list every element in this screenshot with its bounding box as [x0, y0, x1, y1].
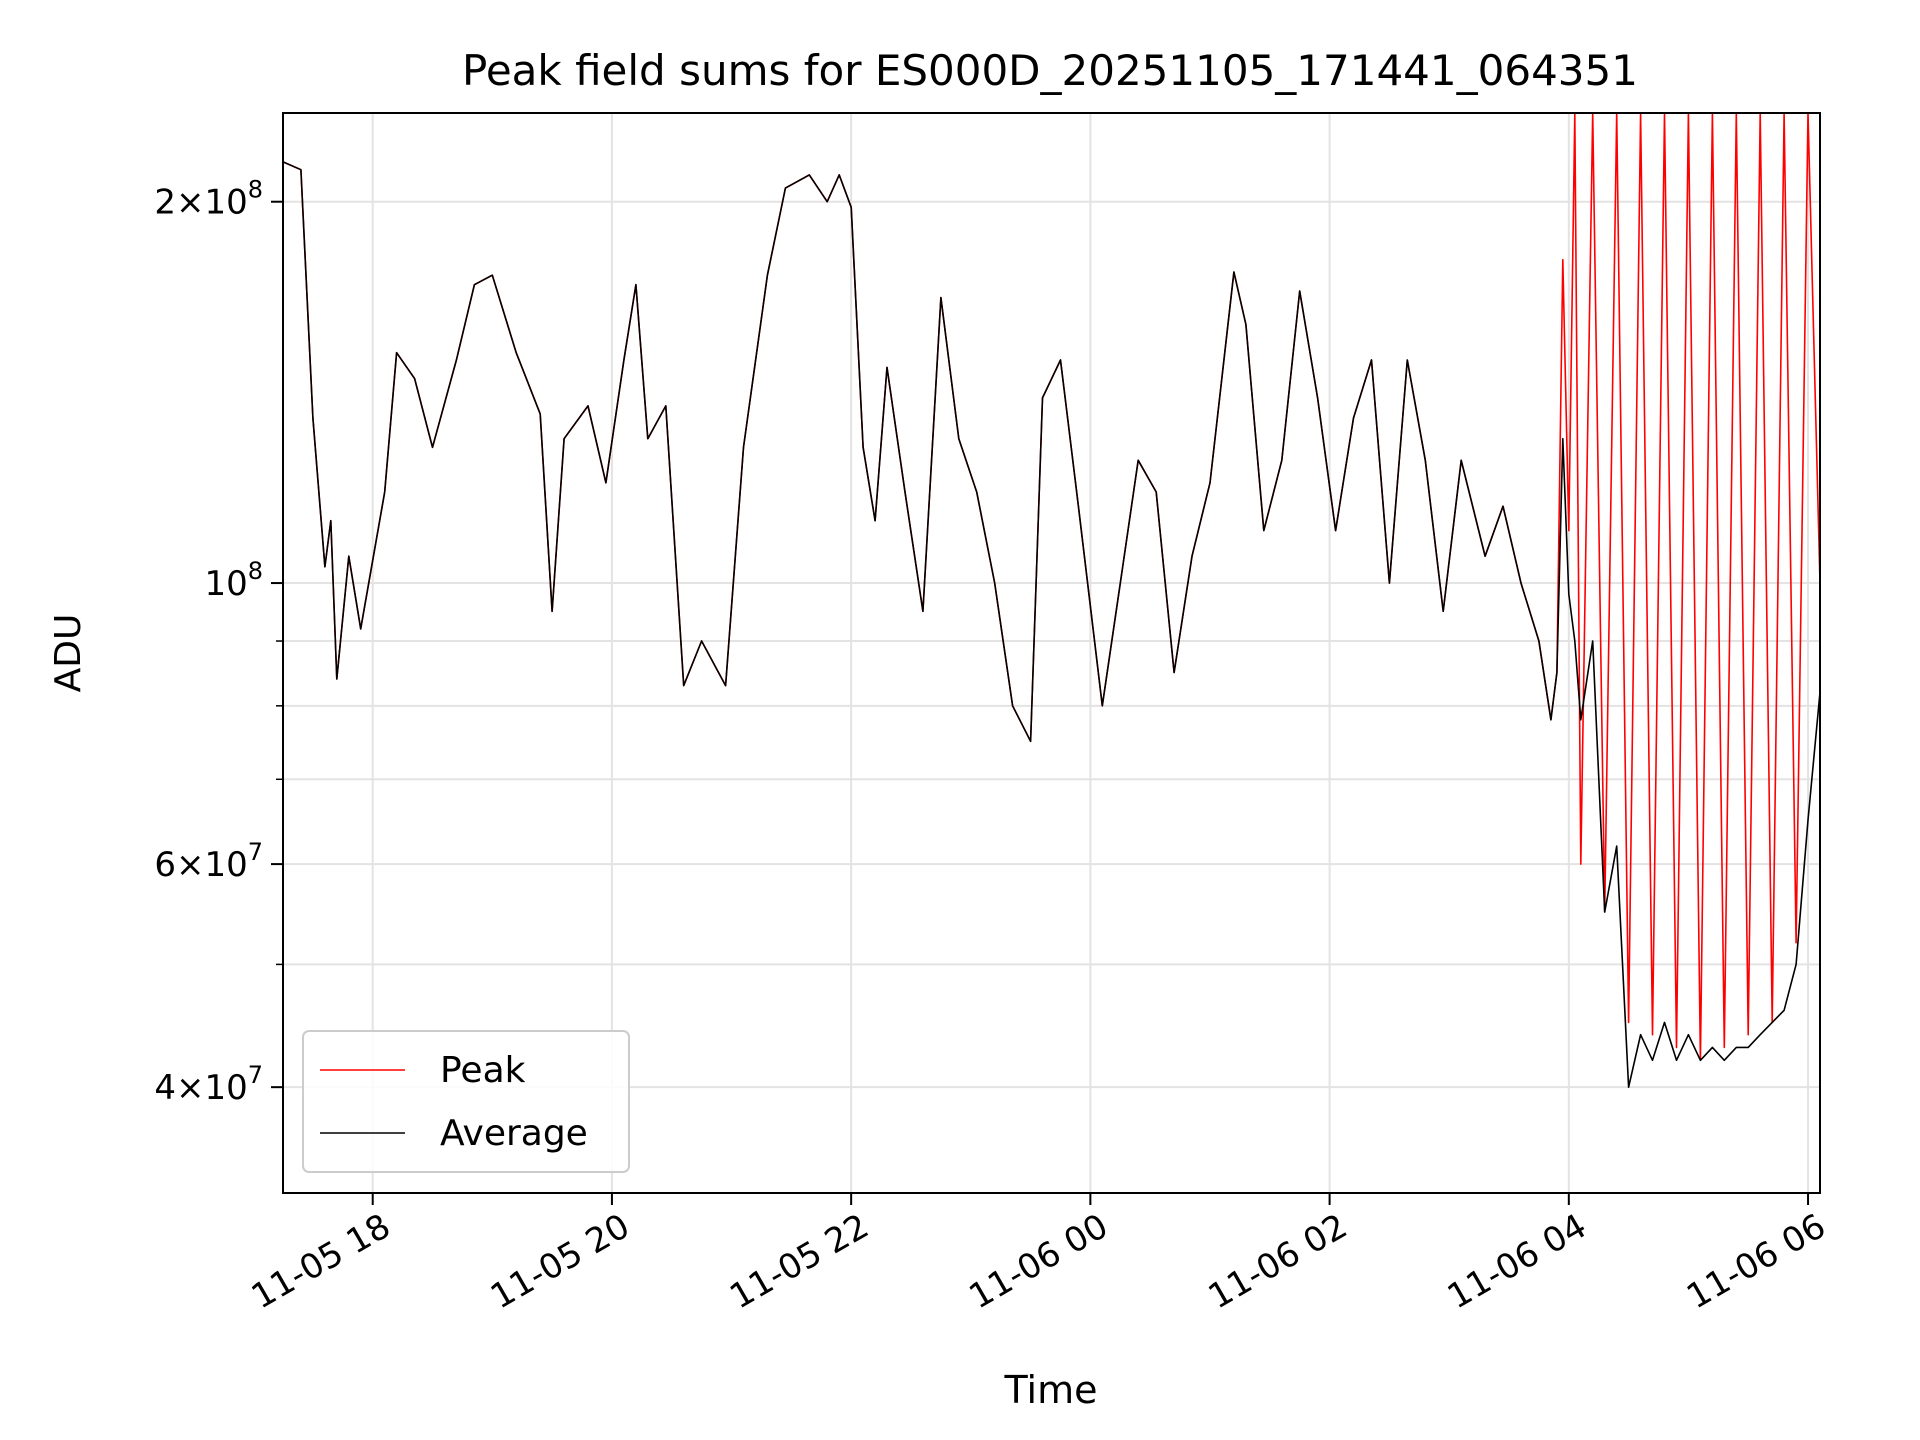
y-tick-label: 6×107 — [154, 838, 263, 885]
chart-title: Peak field sums for ES000D_20251105_1714… — [462, 46, 1638, 95]
x-tick-label: 11-05 20 — [484, 1206, 636, 1317]
x-axis: 11-05 18 11-05 20 11-05 22 11-06 00 11-06 02… — [245, 1193, 1833, 1317]
legend-average-label: Average — [440, 1113, 588, 1154]
legend: Peak Average — [302, 1030, 630, 1173]
x-tick-label: 11-06 00 — [962, 1206, 1114, 1317]
x-tick-label: 11-05 18 — [245, 1206, 397, 1317]
y-tick-label: 4×107 — [154, 1061, 263, 1108]
x-axis-title: Time — [1004, 1368, 1098, 1412]
legend-box — [302, 1030, 630, 1173]
series-layer — [283, 113, 1820, 1088]
plot-frame — [282, 112, 1821, 1194]
x-tick-label: 11-05 22 — [723, 1206, 875, 1317]
y-axis: 4×107 6×107 108 2×108 — [154, 176, 283, 1108]
x-tick-label: 11-06 06 — [1680, 1206, 1832, 1317]
legend-peak-label: Peak — [440, 1050, 526, 1091]
y-tick-label: 2×108 — [154, 176, 263, 223]
y-axis-title: ADU — [48, 614, 89, 693]
x-tick-label: 11-06 04 — [1441, 1206, 1593, 1317]
x-tick-label: 11-06 02 — [1202, 1206, 1354, 1317]
series-line-peak — [283, 113, 1820, 1062]
series-line-average — [283, 161, 1820, 1088]
y-tick-label: 108 — [204, 557, 263, 604]
